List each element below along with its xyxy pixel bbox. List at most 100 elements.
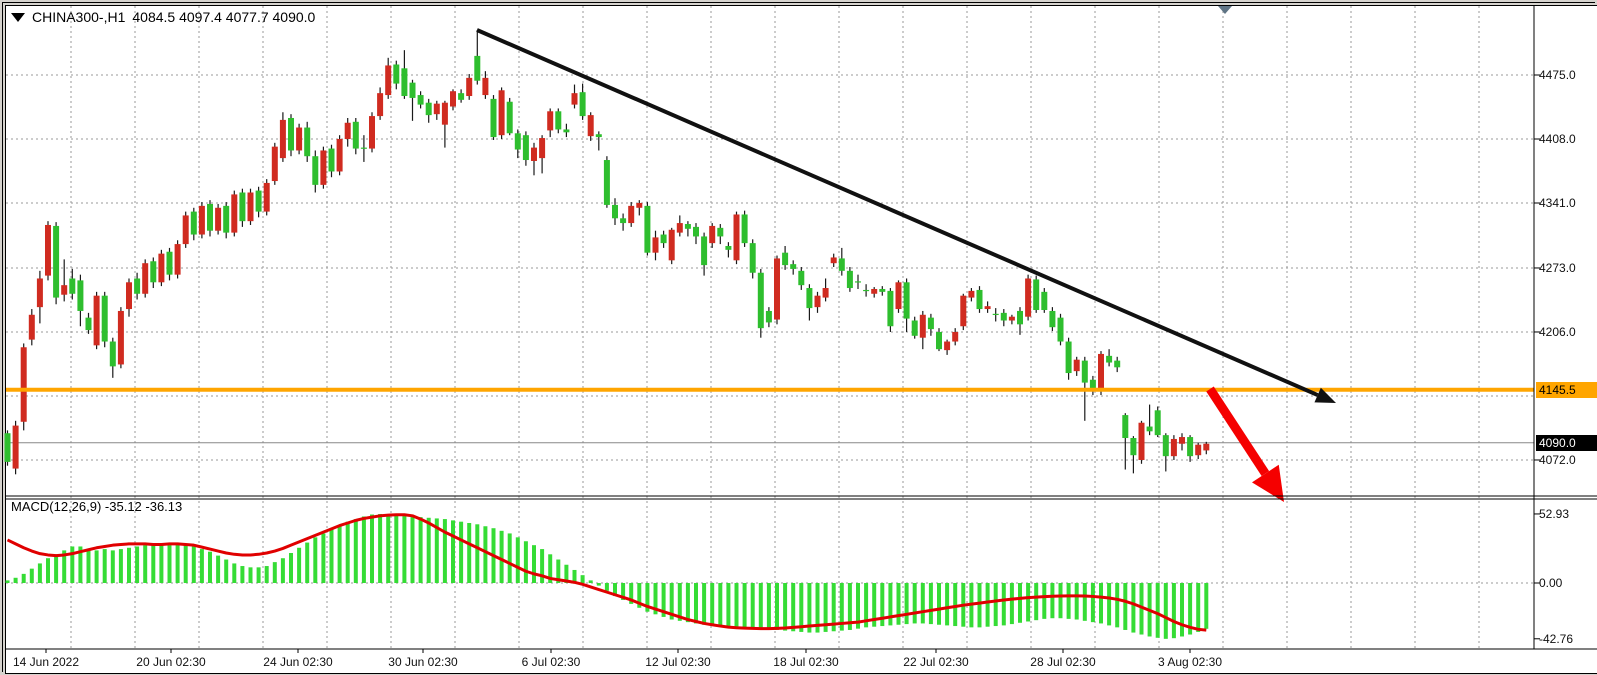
candle-body xyxy=(458,93,465,100)
chart-shift-marker-icon[interactable] xyxy=(1218,6,1232,14)
macd-axis-label: -42.76 xyxy=(1539,631,1574,646)
macd-histogram-bar xyxy=(451,520,455,583)
candle-body xyxy=(158,253,165,283)
candle-body xyxy=(733,214,740,261)
candle-body xyxy=(1098,353,1104,392)
red-breakdown-arrow-head[interactable] xyxy=(1251,464,1284,502)
macd-histogram-bar xyxy=(37,563,42,583)
candle-body xyxy=(474,55,481,81)
macd-histogram-bar xyxy=(507,533,512,583)
macd-histogram-bar xyxy=(305,542,310,583)
candle-body xyxy=(61,285,68,295)
macd-histogram-bar xyxy=(710,583,715,626)
macd-histogram-bar xyxy=(734,583,739,628)
chart-svg[interactable] xyxy=(3,3,1597,675)
macd-histogram-bar xyxy=(151,543,156,583)
macd-histogram-bar xyxy=(758,583,763,629)
current-price-badge: 4090.0 xyxy=(1536,434,1597,451)
candle-body xyxy=(741,214,748,244)
price-axis-label: 4206.0 xyxy=(1539,324,1576,339)
macd-histogram-bar xyxy=(669,583,674,620)
macd-histogram-bar xyxy=(880,583,885,627)
macd-histogram-bar xyxy=(378,513,383,583)
macd-histogram-bar xyxy=(750,583,755,629)
macd-histogram-bar xyxy=(613,583,617,597)
downtrend-line-arrow-head[interactable] xyxy=(1314,387,1336,403)
candle-body xyxy=(279,119,286,159)
candle-body xyxy=(506,101,513,134)
candle-body xyxy=(466,77,473,97)
macd-histogram-bar xyxy=(1171,583,1176,639)
macd-histogram-bar xyxy=(1042,583,1047,619)
price-axis-label: 4273.0 xyxy=(1539,260,1576,275)
candle-body xyxy=(77,280,84,311)
candle-body xyxy=(790,264,797,269)
macd-histogram-bar xyxy=(1074,583,1079,620)
macd-histogram-bar xyxy=(1058,583,1063,619)
candle-body xyxy=(838,258,845,271)
candle-body xyxy=(1057,317,1064,342)
time-axis[interactable]: 14 Jun 2022 20 Jun 02:30 24 Jun 02:30 30 Ju… xyxy=(3,654,1597,674)
candle-body xyxy=(782,252,789,266)
macd-indicator-label: MACD(12,26,9) -35.12 -36.13 xyxy=(11,499,183,514)
candle-body xyxy=(595,134,602,138)
candle-body xyxy=(85,317,92,331)
macd-histogram-bar xyxy=(208,551,212,583)
downtrend-line-arrow-shaft[interactable] xyxy=(476,28,1319,397)
candle-body xyxy=(531,147,537,161)
macd-histogram-bar xyxy=(856,583,860,629)
window-border xyxy=(5,5,1597,674)
candle-body xyxy=(198,205,205,235)
macd-histogram-bar xyxy=(839,583,844,631)
candle-body xyxy=(288,117,294,151)
time-axis-label: 6 Jul 02:30 xyxy=(521,655,581,669)
time-axis-label: 24 Jun 02:30 xyxy=(263,655,333,669)
macd-histogram-bar xyxy=(86,549,91,583)
candle-body xyxy=(676,223,683,233)
candle-body xyxy=(207,203,213,231)
candle-body xyxy=(360,147,367,149)
macd-histogram-bar xyxy=(1001,583,1006,626)
candle-body xyxy=(1033,279,1040,311)
macd-histogram-bar xyxy=(54,554,59,583)
candle-body xyxy=(69,278,76,294)
time-axis-label: 18 Jul 02:30 xyxy=(773,655,839,669)
macd-histogram-bar xyxy=(532,545,536,583)
macd-histogram-bar xyxy=(1034,583,1039,621)
candle-body xyxy=(53,225,60,298)
macd-histogram-bar xyxy=(637,583,642,608)
macd-histogram-bar xyxy=(191,546,196,583)
macd-histogram-bar xyxy=(232,563,237,583)
macd-histogram-bar xyxy=(661,583,666,617)
macd-histogram-bar xyxy=(118,549,123,583)
candle-body xyxy=(4,433,11,462)
candle-body xyxy=(717,227,724,237)
red-breakdown-arrow-shaft[interactable] xyxy=(1206,386,1270,477)
macd-histogram-bar xyxy=(175,543,180,583)
macd-histogram-bar xyxy=(199,549,204,583)
macd-histogram-bar xyxy=(1155,583,1160,638)
macd-histogram-bar xyxy=(677,583,682,621)
price-axis[interactable]: 4475.0 4408.0 4341.0 4273.0 4206.0 4072.0 52.9… xyxy=(1539,3,1597,675)
macd-histogram-bar xyxy=(896,583,901,625)
macd-histogram-bar xyxy=(580,575,585,583)
macd-histogram-bar xyxy=(1026,583,1031,622)
candle-body xyxy=(919,314,926,338)
macd-histogram-bar xyxy=(224,559,229,583)
candle-body xyxy=(231,194,238,233)
candle-body xyxy=(563,129,570,133)
macd-histogram-bar xyxy=(653,583,658,615)
macd-histogram-bar xyxy=(313,537,318,583)
macd-histogram-bar xyxy=(775,583,779,630)
candle-body xyxy=(1154,410,1161,436)
macd-histogram-bar xyxy=(629,583,634,604)
symbol-dropdown-triangle-icon[interactable] xyxy=(11,12,25,22)
macd-histogram-bar xyxy=(791,583,796,632)
macd-signal-line xyxy=(6,513,1207,632)
price-axis-label: 4072.0 xyxy=(1539,452,1576,467)
candle-body xyxy=(1089,379,1096,392)
candle-body xyxy=(757,272,764,329)
candle-body xyxy=(952,331,959,342)
